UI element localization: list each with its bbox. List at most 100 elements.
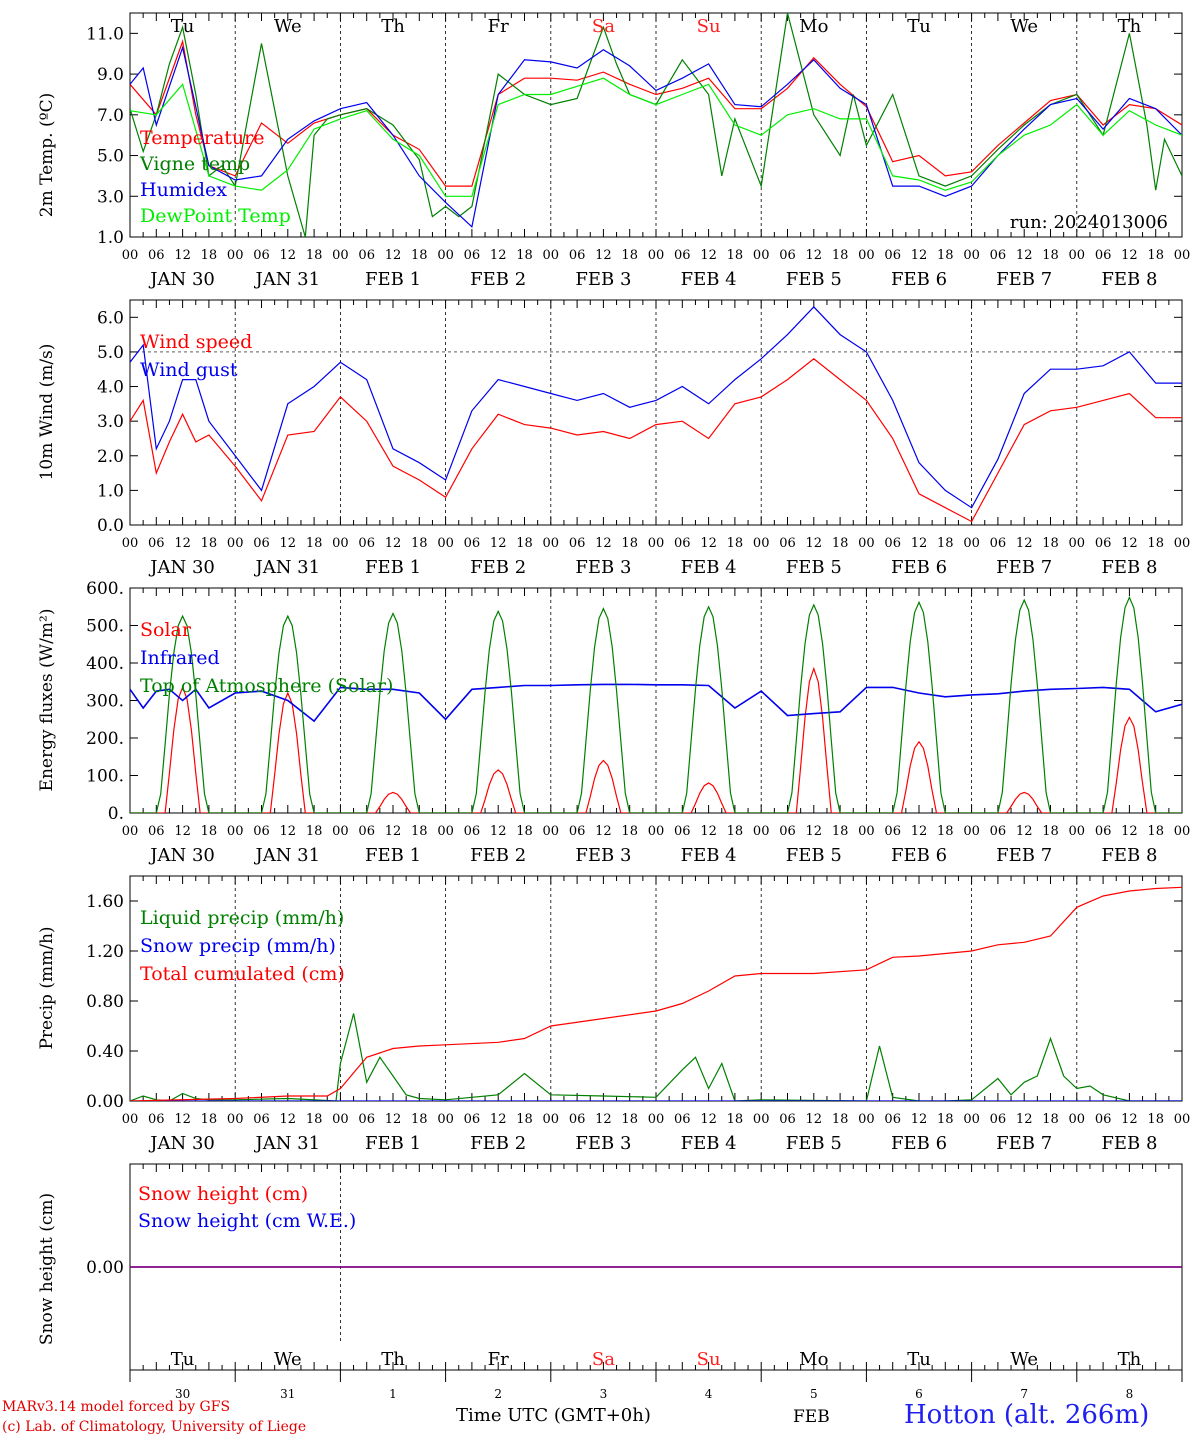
hour-tick-label: 12 [806, 824, 823, 839]
y-tick-label: 1.60 [86, 892, 124, 912]
hour-tick-label: 00 [1069, 824, 1086, 839]
date-label: FEB 8 [1101, 557, 1157, 578]
hour-tick-label: 00 [1069, 1112, 1086, 1127]
legend-label: Solar [140, 619, 192, 641]
date-label: FEB 4 [681, 1133, 737, 1154]
hour-tick-label: 00 [122, 536, 139, 551]
hour-tick-label: 12 [1121, 1112, 1138, 1127]
weekday-label: Tu [171, 1349, 195, 1370]
hour-tick-label: 00 [227, 536, 244, 551]
y-tick-label: 100. [86, 767, 124, 787]
time-axis-label: Time UTC (GMT+0h) [456, 1405, 651, 1426]
y-tick-label: 0.00 [86, 1092, 124, 1112]
series-line [130, 886, 1182, 1101]
hour-tick-label: 06 [990, 1112, 1007, 1127]
y-tick-label: 7.0 [97, 106, 124, 126]
hour-tick-label: 12 [174, 248, 191, 263]
hour-tick-label: 18 [937, 536, 954, 551]
hour-tick-label: 06 [990, 536, 1007, 551]
hour-tick-label: 00 [858, 1112, 875, 1127]
hour-tick-label: 00 [227, 248, 244, 263]
y-tick-label: 300. [86, 692, 124, 712]
hour-tick-label: 06 [464, 1112, 481, 1127]
weekday-label: We [1010, 1349, 1038, 1370]
hour-tick-label: 06 [990, 824, 1007, 839]
hour-tick-label: 00 [543, 248, 560, 263]
hour-tick-label: 00 [437, 1112, 454, 1127]
hour-tick-label: 12 [1016, 824, 1033, 839]
hour-tick-label: 18 [1042, 536, 1059, 551]
hour-tick-label: 12 [1121, 824, 1138, 839]
weekday-label: Fr [488, 1349, 509, 1370]
y-tick-label: 1.20 [86, 942, 124, 962]
hour-tick-label: 18 [832, 824, 849, 839]
hour-tick-label: 12 [700, 824, 717, 839]
hour-tick-label: 18 [727, 824, 744, 839]
date-label: FEB 6 [891, 557, 947, 578]
hour-tick-label: 18 [411, 248, 428, 263]
hour-tick-label: 00 [858, 536, 875, 551]
hour-tick-label: 06 [779, 824, 796, 839]
hour-tick-label: 06 [148, 1112, 165, 1127]
hour-tick-label: 18 [727, 248, 744, 263]
hour-tick-label: 06 [1095, 824, 1112, 839]
hour-tick-label: 00 [332, 824, 349, 839]
y-tick-label: 5.0 [97, 343, 124, 363]
hour-tick-label: 12 [490, 1112, 507, 1127]
date-label: FEB 2 [470, 1133, 526, 1154]
day-number-label: 5 [810, 1387, 818, 1401]
hour-tick-label: 18 [306, 1112, 323, 1127]
date-label: FEB 2 [470, 557, 526, 578]
hour-tick-label: 12 [174, 824, 191, 839]
hour-tick-label: 00 [753, 824, 770, 839]
date-label: FEB 7 [996, 845, 1052, 866]
legend-label: Snow height (cm) [138, 1183, 308, 1205]
legend-label: Snow precip (mm/h) [140, 935, 336, 957]
hour-tick-label: 12 [1121, 248, 1138, 263]
weekday-label: Mo [799, 1349, 828, 1370]
date-label: FEB 3 [575, 557, 631, 578]
day-number-label: 6 [915, 1387, 923, 1401]
hour-tick-label: 06 [464, 536, 481, 551]
hour-tick-label: 06 [253, 824, 270, 839]
hour-tick-label: 00 [858, 248, 875, 263]
hour-tick-label: 12 [595, 536, 612, 551]
date-label: FEB 8 [1101, 269, 1157, 290]
hour-tick-label: 12 [911, 536, 928, 551]
day-number-label: 8 [1126, 1387, 1134, 1401]
hour-tick-label: 06 [253, 248, 270, 263]
hour-tick-label: 00 [332, 248, 349, 263]
date-label: FEB 3 [575, 845, 631, 866]
weekday-label: Sa [592, 16, 615, 37]
hour-tick-label: 12 [385, 1112, 402, 1127]
hour-tick-label: 00 [332, 536, 349, 551]
series-line [130, 595, 1182, 813]
date-label: FEB 2 [470, 845, 526, 866]
weekday-label: Th [1118, 1349, 1142, 1370]
hour-tick-label: 00 [648, 536, 665, 551]
hour-tick-label: 00 [227, 824, 244, 839]
weekday-label: Tu [171, 16, 195, 37]
hour-tick-label: 18 [201, 248, 218, 263]
y-tick-label: 500. [86, 617, 124, 637]
weekday-label: Su [697, 1349, 721, 1370]
hour-tick-label: 00 [1174, 248, 1191, 263]
hour-tick-label: 12 [911, 1112, 928, 1127]
hour-tick-label: 12 [595, 824, 612, 839]
hour-tick-label: 06 [464, 824, 481, 839]
hour-tick-label: 06 [569, 824, 586, 839]
hour-tick-label: 06 [884, 1112, 901, 1127]
hour-tick-label: 06 [779, 1112, 796, 1127]
y-tick-label: 200. [86, 729, 124, 749]
hour-tick-label: 06 [884, 536, 901, 551]
hour-tick-label: 18 [621, 1112, 638, 1127]
hour-tick-label: 06 [1095, 536, 1112, 551]
hour-tick-label: 06 [253, 1112, 270, 1127]
y-tick-label: 1.0 [97, 228, 124, 248]
hour-tick-label: 12 [595, 248, 612, 263]
day-number-label: 31 [280, 1387, 295, 1401]
weekday-label: Tu [907, 1349, 931, 1370]
day-number-label: 1 [389, 1387, 397, 1401]
hour-tick-label: 00 [227, 1112, 244, 1127]
hour-tick-label: 12 [806, 1112, 823, 1127]
